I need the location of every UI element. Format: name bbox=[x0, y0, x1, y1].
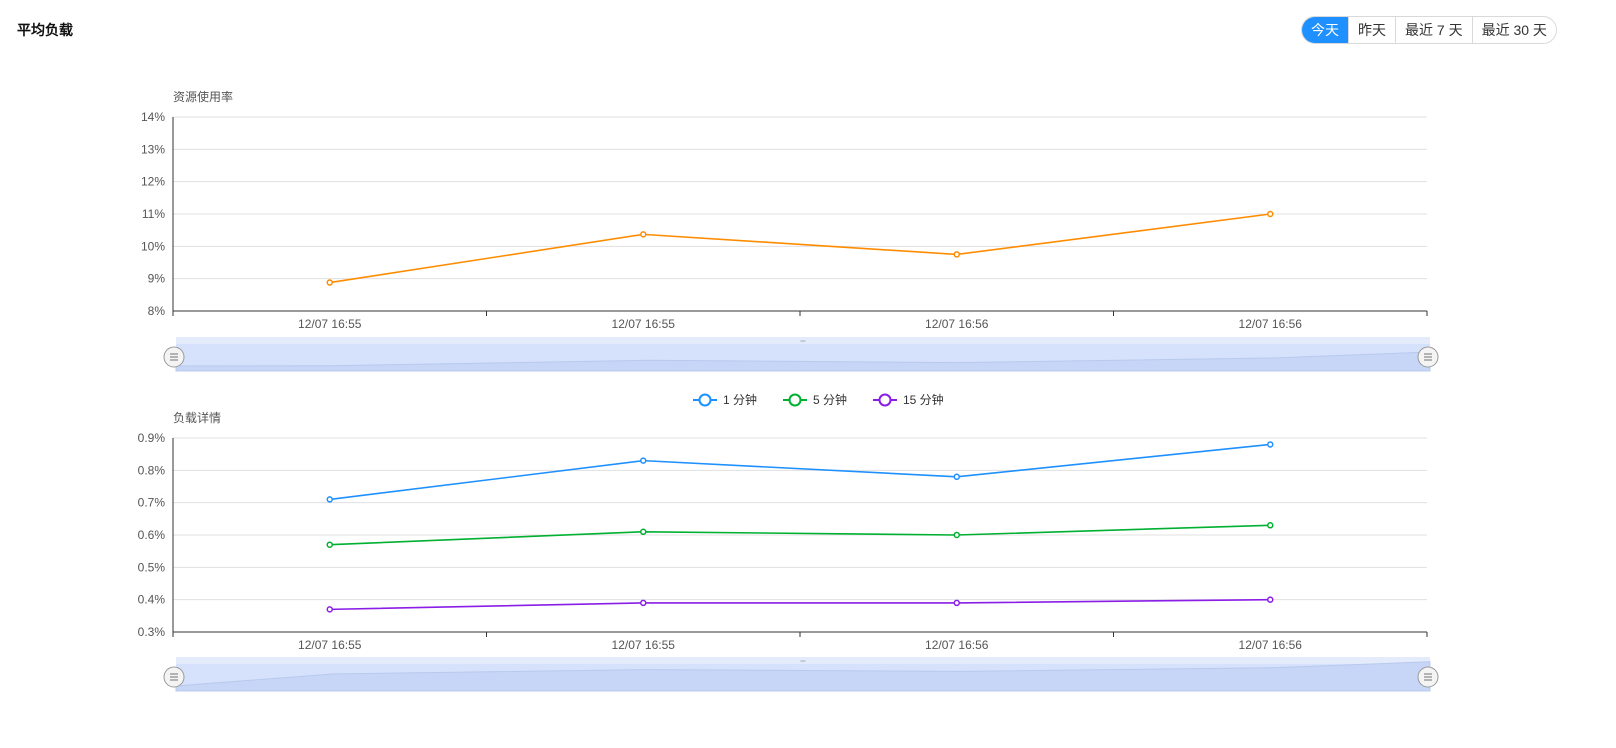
y-tick-label: 8% bbox=[148, 304, 166, 318]
x-tick-label: 12/07 16:55 bbox=[298, 317, 362, 331]
series-line bbox=[329, 524, 1271, 546]
zoom-handle-left[interactable] bbox=[163, 666, 185, 688]
zoom-handle-right[interactable] bbox=[1417, 666, 1439, 688]
data-point bbox=[1267, 596, 1274, 603]
zoom-grip[interactable]: ═ bbox=[800, 658, 806, 665]
chart-legend: 1 分钟 5 分钟 15 分钟 bbox=[693, 392, 944, 407]
legend-label: 5 分钟 bbox=[813, 392, 847, 407]
range-7days-button[interactable]: 最近 7 天 bbox=[1395, 17, 1472, 43]
zoom-handle-right[interactable] bbox=[1417, 346, 1439, 368]
legend-item[interactable]: 15 分钟 bbox=[873, 392, 944, 407]
data-point bbox=[326, 541, 333, 548]
data-zoom-slider[interactable]: ═ bbox=[163, 657, 1439, 692]
x-tick-label: 12/07 16:56 bbox=[925, 317, 989, 331]
x-tick-label: 12/07 16:56 bbox=[925, 638, 989, 652]
data-point bbox=[640, 231, 647, 238]
y-tick-label: 0.4% bbox=[138, 593, 166, 607]
series-line bbox=[329, 598, 1271, 611]
zoom-grip[interactable]: ═ bbox=[800, 338, 806, 345]
y-axis-title: 资源使用率 bbox=[173, 89, 233, 104]
range-today-button[interactable]: 今天 bbox=[1302, 17, 1348, 43]
data-point bbox=[953, 251, 960, 258]
data-point bbox=[953, 531, 960, 539]
legend-label: 15 分钟 bbox=[903, 392, 944, 407]
data-point bbox=[640, 457, 647, 464]
y-tick-label: 9% bbox=[148, 272, 166, 286]
legend-marker bbox=[788, 393, 802, 407]
data-point bbox=[953, 473, 960, 481]
y-tick-label: 12% bbox=[141, 175, 165, 189]
y-tick-label: 0.3% bbox=[138, 625, 166, 639]
legend-item[interactable]: 5 分钟 bbox=[783, 392, 847, 407]
page-title: 平均负载 bbox=[17, 22, 73, 38]
legend-item[interactable]: 1 分钟 bbox=[693, 392, 757, 407]
legend-marker bbox=[698, 393, 712, 407]
y-tick-label: 13% bbox=[141, 142, 165, 156]
y-tick-label: 0.9% bbox=[138, 431, 166, 445]
resource-usage-chart: 资源使用率 14% 13% 12% 11% 10% 9% 8% 12/07 16:55 12/07… bbox=[141, 89, 1439, 372]
legend-label: 1 分钟 bbox=[723, 392, 757, 407]
y-tick-label: 0.7% bbox=[138, 496, 166, 510]
y-tick-label: 0.5% bbox=[138, 560, 166, 574]
y-tick-label: 0.8% bbox=[138, 463, 166, 477]
x-tick-label: 12/07 16:56 bbox=[1239, 638, 1303, 652]
y-tick-label: 10% bbox=[141, 239, 165, 253]
data-point bbox=[1267, 210, 1274, 218]
y-tick-label: 11% bbox=[142, 207, 165, 221]
data-point bbox=[640, 599, 647, 607]
y-tick-label: 14% bbox=[141, 110, 165, 124]
load-detail-chart: 负载详情 0.9% 0.8% 0.7% 0.6% 0.5% 0.4% 0.3% 12/07 16… bbox=[138, 392, 1439, 692]
x-tick-label: 12/07 16:55 bbox=[298, 638, 362, 652]
time-range-selector: 今天 昨天 最近 7 天 最近 30 天 bbox=[1301, 16, 1557, 44]
data-point bbox=[1267, 441, 1274, 448]
zoom-top-bar[interactable] bbox=[176, 657, 1430, 664]
x-tick-label: 12/07 16:55 bbox=[612, 317, 676, 331]
data-point bbox=[326, 279, 333, 286]
series-line bbox=[329, 443, 1271, 501]
x-tick-label: 12/07 16:55 bbox=[612, 638, 676, 652]
data-point bbox=[326, 606, 333, 613]
y-axis-title: 负载详情 bbox=[173, 410, 221, 425]
data-point bbox=[1267, 522, 1274, 529]
range-yesterday-button[interactable]: 昨天 bbox=[1348, 17, 1395, 43]
x-tick-label: 12/07 16:56 bbox=[1239, 317, 1303, 331]
data-point bbox=[953, 599, 960, 607]
data-point bbox=[326, 496, 333, 503]
legend-marker bbox=[878, 393, 892, 407]
zoom-handle-left[interactable] bbox=[163, 346, 185, 368]
range-30days-button[interactable]: 最近 30 天 bbox=[1471, 17, 1556, 43]
series-line bbox=[329, 213, 1271, 284]
data-point bbox=[640, 528, 647, 536]
y-tick-label: 0.6% bbox=[138, 528, 166, 542]
data-zoom-slider[interactable]: ═ bbox=[163, 337, 1439, 372]
zoom-top-bar[interactable] bbox=[176, 337, 1430, 344]
